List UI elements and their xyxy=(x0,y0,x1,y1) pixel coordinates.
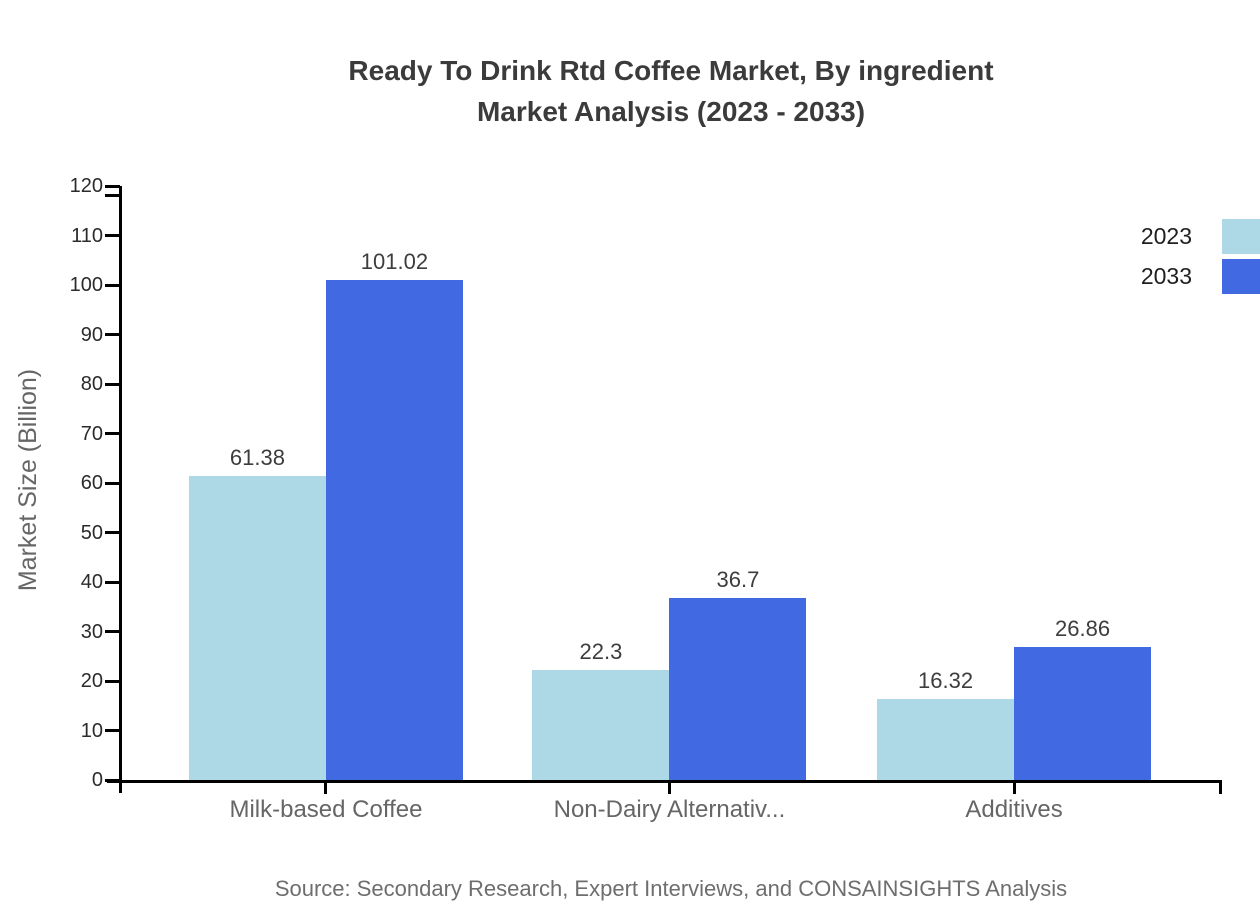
y-axis-tick-label: 70 xyxy=(80,422,103,445)
bar-2023-category-1 xyxy=(188,476,326,780)
legend-label-2023: 2023 xyxy=(1140,223,1192,249)
chart-title: Ready To Drink Rtd Coffee Market, By ing… xyxy=(120,50,1222,132)
legend-item-2033: 2033 xyxy=(1141,259,1260,294)
y-axis-tick xyxy=(105,382,120,386)
y-axis-tick xyxy=(105,283,120,287)
y-axis-tick-label: 100 xyxy=(69,274,103,296)
legend-swatch-2033 xyxy=(1222,259,1260,294)
legend-label-2033: 2033 xyxy=(1140,263,1192,289)
bar-2023-category-2 xyxy=(532,669,670,780)
y-axis-tick-label: 10 xyxy=(80,719,103,742)
x-axis-category-label: Non-Dairy Alternativ... xyxy=(553,796,786,823)
bar-value-label: 26.86 xyxy=(1055,616,1111,642)
y-axis-tick xyxy=(105,580,120,584)
y-axis-tick-label: 110 xyxy=(71,224,103,247)
bar-2033-category-3 xyxy=(1014,647,1152,780)
x-axis-tick xyxy=(324,780,328,794)
legend-item-2023: 2023 xyxy=(1141,219,1260,254)
chart-title-line1: Ready To Drink Rtd Coffee Market, By ing… xyxy=(348,55,994,86)
x-axis-category-label: Milk-based Coffee xyxy=(229,796,423,823)
y-axis-tick xyxy=(105,679,120,683)
bar-2033-category-1 xyxy=(325,279,463,780)
y-axis-tick xyxy=(105,184,120,188)
y-axis-tick-label: 80 xyxy=(80,373,103,395)
y-axis-tick-label: 40 xyxy=(80,571,103,593)
y-axis-tick xyxy=(105,481,120,485)
y-axis-tick xyxy=(105,432,120,435)
y-axis-tick xyxy=(105,531,120,534)
x-axis-category-label: Additives xyxy=(965,796,1063,823)
y-axis-tick xyxy=(105,234,120,237)
bar-value-label: 22.3 xyxy=(579,638,623,664)
y-axis-tick-label: 30 xyxy=(80,620,103,643)
y-axis-line xyxy=(119,186,122,793)
y-axis-tick xyxy=(105,729,120,732)
y-axis-tick xyxy=(105,778,120,782)
source-note: Source: Secondary Research, Expert Inter… xyxy=(274,876,1068,901)
x-axis-line xyxy=(107,780,1222,783)
x-axis-tick xyxy=(667,780,671,794)
x-axis-tick xyxy=(1012,780,1016,794)
legend: 2023 2033 xyxy=(1141,219,1260,299)
bar-value-label: 101.02 xyxy=(360,248,429,274)
y-axis-tick-label: 50 xyxy=(80,521,103,544)
y-axis-tick-label: 20 xyxy=(80,670,103,692)
bar-2023-category-3 xyxy=(877,699,1015,780)
y-axis-tick-label: 60 xyxy=(80,472,103,494)
chart-title-line2: Market Analysis (2023 - 2033) xyxy=(476,96,866,127)
bar-value-label: 36.7 xyxy=(716,567,760,593)
bar-2033-category-2 xyxy=(669,598,807,780)
y-axis-tick-label: 90 xyxy=(80,323,103,346)
bar-value-label: 61.38 xyxy=(229,445,285,471)
x-axis-end-tick xyxy=(1219,780,1222,794)
bar-value-label: 16.32 xyxy=(918,668,974,694)
y-axis-tick xyxy=(105,630,120,633)
legend-swatch-2023 xyxy=(1222,219,1260,254)
y-axis-tick-label: 120 xyxy=(69,175,103,197)
y-axis-cap-tick xyxy=(105,194,120,197)
y-axis-tick-label: 0 xyxy=(91,769,103,791)
y-axis-tick xyxy=(105,333,120,336)
